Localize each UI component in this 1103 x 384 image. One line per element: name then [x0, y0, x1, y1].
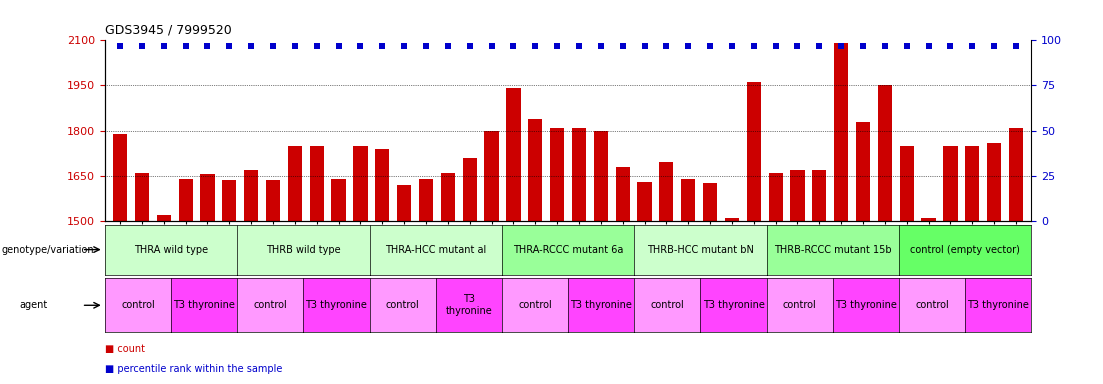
Text: ■ count: ■ count: [105, 344, 144, 354]
Bar: [179, 179, 193, 221]
Bar: [157, 215, 171, 221]
Bar: [878, 85, 892, 221]
Bar: [244, 170, 258, 221]
Bar: [965, 146, 979, 221]
Text: T3 thyronine: T3 thyronine: [306, 300, 367, 310]
Text: THRB-HCC mutant bN: THRB-HCC mutant bN: [647, 245, 753, 255]
Bar: [900, 146, 914, 221]
Text: GDS3945 / 7999520: GDS3945 / 7999520: [105, 23, 232, 36]
Bar: [747, 83, 761, 221]
Bar: [615, 167, 630, 221]
Text: control: control: [915, 300, 949, 310]
Bar: [812, 170, 826, 221]
Text: THRB-RCCC mutant 15b: THRB-RCCC mutant 15b: [774, 245, 891, 255]
Bar: [725, 218, 739, 221]
Bar: [353, 146, 367, 221]
Bar: [987, 142, 1002, 221]
Text: control: control: [783, 300, 816, 310]
Bar: [201, 174, 215, 221]
Bar: [856, 121, 870, 221]
Text: control: control: [121, 300, 154, 310]
Bar: [441, 173, 454, 221]
Bar: [921, 218, 935, 221]
Bar: [135, 173, 149, 221]
Bar: [791, 170, 804, 221]
Bar: [266, 180, 280, 221]
Text: control: control: [518, 300, 552, 310]
Text: THRA-RCCC mutant 6a: THRA-RCCC mutant 6a: [513, 245, 623, 255]
Bar: [660, 162, 674, 221]
Bar: [462, 157, 476, 221]
Bar: [703, 183, 717, 221]
Bar: [288, 146, 302, 221]
Bar: [638, 182, 652, 221]
Bar: [682, 179, 695, 221]
Text: T3 thyronine: T3 thyronine: [173, 300, 235, 310]
Text: T3 thyronine: T3 thyronine: [703, 300, 764, 310]
Text: T3 thyronine: T3 thyronine: [835, 300, 897, 310]
Bar: [375, 149, 389, 221]
Text: THRA-HCC mutant al: THRA-HCC mutant al: [385, 245, 486, 255]
Text: ■ percentile rank within the sample: ■ percentile rank within the sample: [105, 364, 282, 374]
Bar: [484, 131, 499, 221]
Bar: [222, 180, 236, 221]
Bar: [769, 173, 783, 221]
Bar: [1009, 127, 1024, 221]
Bar: [943, 146, 957, 221]
Bar: [506, 88, 521, 221]
Bar: [419, 179, 433, 221]
Bar: [571, 127, 586, 221]
Text: control: control: [254, 300, 287, 310]
Text: agent: agent: [20, 300, 49, 310]
Bar: [397, 185, 411, 221]
Bar: [550, 127, 565, 221]
Bar: [310, 146, 324, 221]
Text: genotype/variation: genotype/variation: [1, 245, 94, 255]
Text: T3 thyronine: T3 thyronine: [570, 300, 632, 310]
Text: T3 thyronine: T3 thyronine: [967, 300, 1029, 310]
Text: control: control: [386, 300, 419, 310]
Text: T3
thyronine: T3 thyronine: [446, 295, 492, 316]
Bar: [593, 131, 608, 221]
Bar: [332, 179, 345, 221]
Bar: [834, 43, 848, 221]
Text: control: control: [651, 300, 684, 310]
Bar: [528, 119, 543, 221]
Bar: [113, 134, 127, 221]
Text: control (empty vector): control (empty vector): [910, 245, 1020, 255]
Text: THRB wild type: THRB wild type: [266, 245, 341, 255]
Text: THRA wild type: THRA wild type: [133, 245, 208, 255]
